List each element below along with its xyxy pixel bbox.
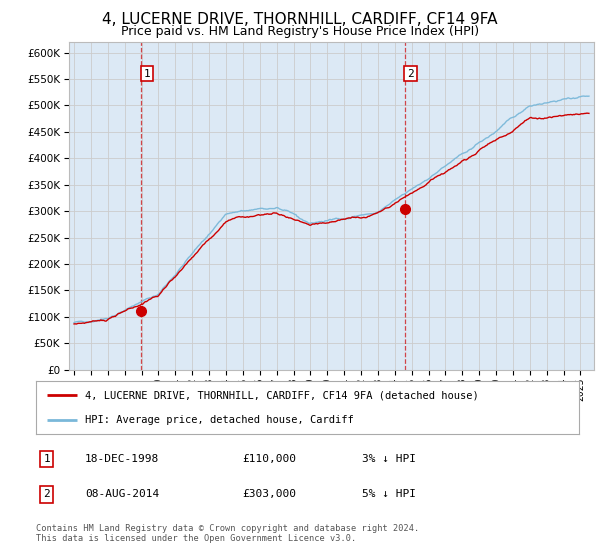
- Text: 18-DEC-1998: 18-DEC-1998: [85, 454, 159, 464]
- Text: £110,000: £110,000: [242, 454, 296, 464]
- Text: 2: 2: [407, 69, 414, 79]
- Text: £303,000: £303,000: [242, 489, 296, 500]
- Text: Contains HM Land Registry data © Crown copyright and database right 2024.
This d: Contains HM Land Registry data © Crown c…: [36, 524, 419, 543]
- Text: 1: 1: [43, 454, 50, 464]
- Text: 4, LUCERNE DRIVE, THORNHILL, CARDIFF, CF14 9FA (detached house): 4, LUCERNE DRIVE, THORNHILL, CARDIFF, CF…: [85, 390, 479, 400]
- Text: 2: 2: [43, 489, 50, 500]
- Text: 1: 1: [143, 69, 150, 79]
- Text: 08-AUG-2014: 08-AUG-2014: [85, 489, 159, 500]
- Text: 3% ↓ HPI: 3% ↓ HPI: [362, 454, 416, 464]
- Text: 5% ↓ HPI: 5% ↓ HPI: [362, 489, 416, 500]
- Text: 4, LUCERNE DRIVE, THORNHILL, CARDIFF, CF14 9FA: 4, LUCERNE DRIVE, THORNHILL, CARDIFF, CF…: [102, 12, 498, 27]
- Text: Price paid vs. HM Land Registry's House Price Index (HPI): Price paid vs. HM Land Registry's House …: [121, 25, 479, 38]
- Text: HPI: Average price, detached house, Cardiff: HPI: Average price, detached house, Card…: [85, 414, 353, 424]
